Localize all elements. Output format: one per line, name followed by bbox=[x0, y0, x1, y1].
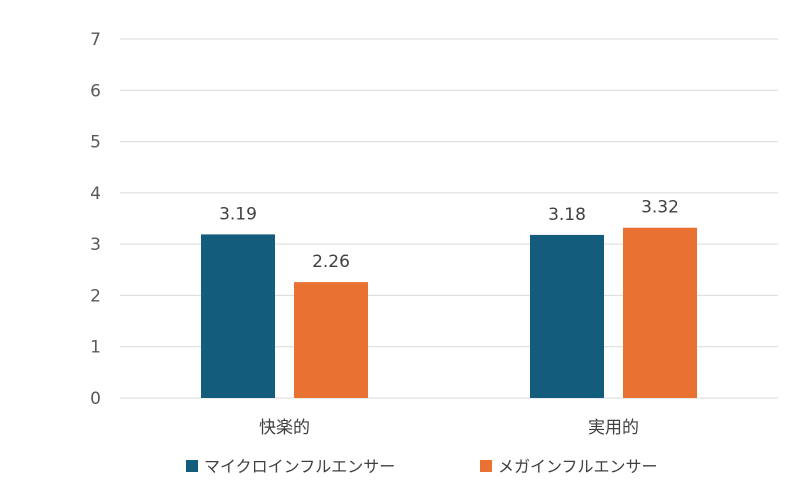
y-tick-label: 5 bbox=[90, 133, 101, 153]
legend-label: メガインフルエンサー bbox=[498, 457, 658, 476]
y-tick-label: 6 bbox=[90, 81, 101, 101]
x-axis: 快楽的 実用的 bbox=[259, 418, 639, 438]
x-category-label: 快楽的 bbox=[259, 418, 310, 438]
bar bbox=[530, 234, 604, 398]
y-tick-label: 7 bbox=[90, 30, 101, 50]
bars bbox=[201, 227, 697, 398]
x-category-label: 実用的 bbox=[588, 418, 639, 438]
bar bbox=[623, 227, 697, 398]
y-tick-label: 3 bbox=[90, 235, 101, 255]
legend-label: マイクロインフルエンサー bbox=[204, 457, 395, 476]
data-label: 3.18 bbox=[548, 205, 586, 225]
legend-swatch bbox=[186, 460, 198, 472]
data-labels: 3.19 3.18 2.26 3.32 bbox=[219, 198, 679, 272]
bar bbox=[201, 234, 275, 398]
y-tick-label: 0 bbox=[90, 389, 101, 409]
bar bbox=[294, 282, 368, 398]
y-axis: 0 1 2 3 4 5 6 7 bbox=[90, 30, 101, 409]
legend: マイクロインフルエンサー メガインフルエンサー bbox=[186, 457, 658, 476]
data-label: 3.32 bbox=[641, 198, 679, 218]
data-label: 2.26 bbox=[312, 252, 350, 272]
legend-swatch bbox=[480, 460, 492, 472]
y-tick-label: 2 bbox=[90, 286, 101, 306]
y-tick-label: 1 bbox=[90, 338, 101, 358]
data-label: 3.19 bbox=[219, 204, 257, 224]
y-tick-label: 4 bbox=[90, 184, 101, 204]
